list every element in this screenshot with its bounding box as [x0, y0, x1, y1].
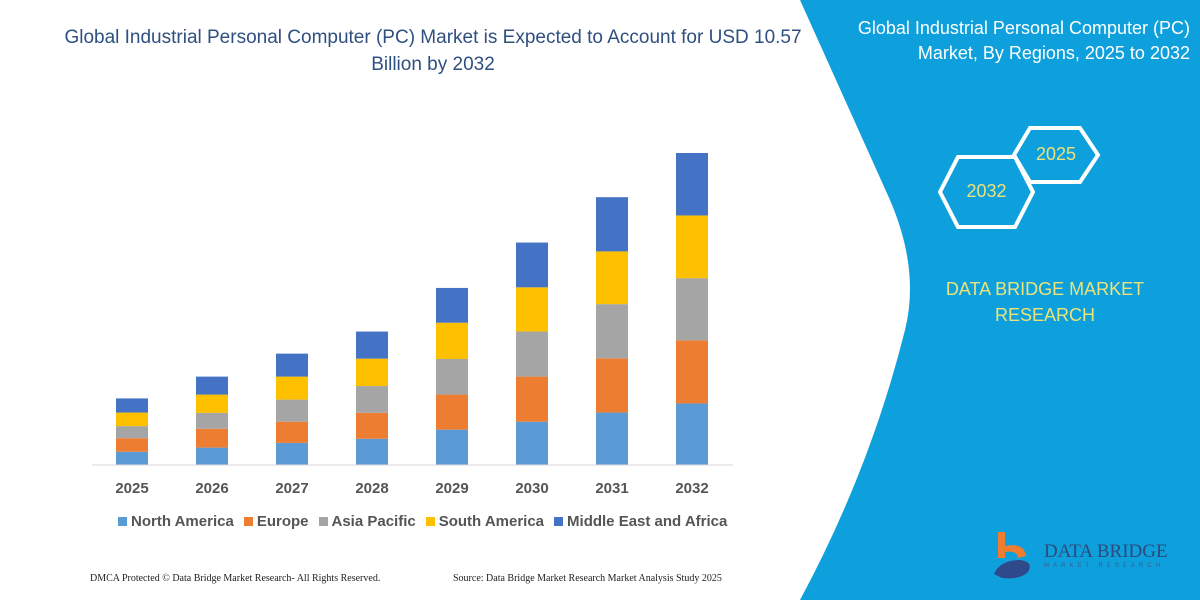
bar-2031-north-america — [596, 412, 628, 465]
bar-2032-south-america — [676, 215, 708, 279]
chart-area: 2025 2026 2027 2028 2029 2030 2031 2032 — [115, 153, 709, 497]
bar-2030-asia-pacific — [516, 331, 548, 377]
bar-2029-middle-east-and-africa — [436, 287, 468, 323]
bar-2032-middle-east-and-africa — [676, 153, 708, 216]
bar-2030-europe — [516, 376, 548, 422]
legend-swatch — [318, 517, 328, 526]
bar-2025-asia-pacific — [116, 426, 148, 439]
bar-2027-north-america — [276, 442, 308, 465]
x-tick-label: 2029 — [435, 480, 468, 497]
logo-icon — [994, 532, 1030, 579]
legend-label: Asia Pacific — [331, 513, 416, 530]
bar-2026-middle-east-and-africa — [196, 376, 228, 395]
footer-copyright: DMCA Protected © Data Bridge Market Rese… — [90, 573, 381, 584]
legend-label: Europe — [256, 513, 309, 530]
legend-swatch — [118, 517, 127, 526]
bar-2029-asia-pacific — [436, 358, 468, 395]
bar-2029-south-america — [436, 322, 468, 359]
legend-swatch — [554, 517, 564, 526]
x-tick-label: 2028 — [355, 480, 388, 497]
bar-2027-middle-east-and-africa — [276, 353, 308, 377]
logo-subtext: MARKET RESEARCH — [1044, 563, 1164, 569]
legend-item: Europe — [243, 513, 309, 530]
bar-2028-north-america — [356, 438, 388, 465]
legend-swatch — [243, 517, 253, 526]
logo-text: DATA BRIDGE — [1044, 541, 1168, 562]
x-tick-label: 2025 — [115, 480, 148, 497]
side-panel-title: Global Industrial Personal Computer (PC)… — [857, 18, 1190, 63]
x-tick-label: 2027 — [275, 480, 308, 497]
legend-item: North America — [118, 513, 234, 530]
bar-2029-europe — [436, 394, 468, 430]
bar-2028-middle-east-and-africa — [356, 331, 388, 359]
x-tick-label: 2032 — [675, 480, 708, 497]
hex-label-2025: 2025 — [1035, 144, 1077, 164]
chart-title: Global Industrial Personal Computer (PC)… — [64, 27, 802, 75]
legend-label: Middle East and Africa — [567, 513, 728, 530]
legend-item: Asia Pacific — [318, 513, 416, 530]
x-tick-label: 2030 — [515, 480, 548, 497]
bar-2030-middle-east-and-africa — [516, 242, 548, 288]
bar-2028-europe — [356, 412, 388, 439]
bar-2031-europe — [596, 358, 628, 413]
brand-text: DATA BRIDGE MARKET RESEARCH — [945, 279, 1145, 325]
x-tick-label: 2031 — [595, 480, 628, 497]
bar-2032-north-america — [676, 403, 708, 465]
bar-2025-north-america — [116, 451, 148, 465]
bar-2027-europe — [276, 421, 308, 443]
legend: North America Europe Asia Pacific South Ame… — [118, 513, 727, 530]
bar-2025-south-america — [116, 412, 148, 427]
footer-source: Source: Data Bridge Market Research Mark… — [453, 573, 722, 584]
bar-2030-south-america — [516, 287, 548, 332]
bar-2025-middle-east-and-africa — [116, 398, 148, 413]
x-tick-label: 2026 — [195, 480, 228, 497]
hex-label-2032: 2032 — [966, 181, 1007, 201]
legend-item: South America — [425, 513, 545, 530]
bar-2030-north-america — [516, 421, 548, 465]
bar-2031-south-america — [596, 251, 628, 305]
side-panel — [800, 0, 1200, 600]
bar-2026-europe — [196, 428, 228, 448]
bar-2025-europe — [116, 438, 148, 452]
bar-2028-asia-pacific — [356, 386, 388, 413]
bar-2029-north-america — [436, 429, 468, 465]
bar-2027-south-america — [276, 376, 308, 400]
bar-2027-asia-pacific — [276, 399, 308, 422]
bar-2026-north-america — [196, 447, 228, 465]
hexagon-2032 — [937, 155, 1036, 229]
logo: DATA BRIDGE MARKET RESEARCH — [990, 530, 1168, 580]
legend-label: North America — [131, 513, 234, 530]
bar-2026-asia-pacific — [196, 412, 228, 429]
bar-2031-middle-east-and-africa — [596, 197, 628, 252]
bar-2032-asia-pacific — [676, 278, 708, 341]
legend-label: South America — [438, 513, 545, 530]
bar-2026-south-america — [196, 394, 228, 413]
bar-2028-south-america — [356, 358, 388, 387]
legend-item: Middle East and Africa — [554, 513, 727, 530]
legend-swatch — [425, 517, 435, 526]
bar-2032-europe — [676, 340, 708, 404]
bar-2031-asia-pacific — [596, 304, 628, 359]
